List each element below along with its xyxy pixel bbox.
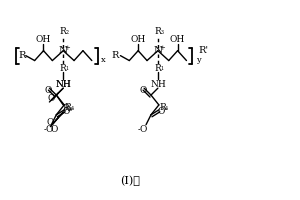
Text: NH: NH bbox=[150, 80, 166, 89]
Text: ₄: ₄ bbox=[70, 104, 74, 112]
Text: NH: NH bbox=[55, 80, 71, 89]
Text: R: R bbox=[65, 103, 71, 112]
Text: OH: OH bbox=[170, 35, 185, 44]
Text: R: R bbox=[18, 51, 26, 60]
Text: R: R bbox=[63, 104, 70, 113]
Text: ₁: ₁ bbox=[160, 64, 163, 72]
Text: OH: OH bbox=[130, 35, 146, 44]
Text: O: O bbox=[51, 125, 58, 134]
Text: ₃: ₃ bbox=[160, 28, 163, 36]
Text: ₄: ₄ bbox=[69, 105, 72, 113]
Text: R: R bbox=[159, 103, 166, 112]
Text: R': R' bbox=[198, 46, 208, 55]
Text: ₂: ₂ bbox=[66, 28, 69, 36]
Text: O: O bbox=[140, 86, 147, 95]
Text: R: R bbox=[112, 51, 119, 60]
Text: +: + bbox=[64, 44, 70, 52]
Text: -O: -O bbox=[138, 125, 148, 134]
Text: O: O bbox=[47, 118, 54, 127]
Text: R: R bbox=[154, 64, 161, 73]
Text: -O: -O bbox=[43, 125, 54, 134]
Text: x: x bbox=[101, 56, 105, 64]
Text: R: R bbox=[60, 27, 67, 36]
Text: O: O bbox=[48, 94, 55, 103]
Text: O: O bbox=[45, 86, 52, 95]
Text: O: O bbox=[62, 107, 70, 116]
Text: (Ⅰ)。: (Ⅰ)。 bbox=[120, 176, 140, 186]
Text: y: y bbox=[196, 56, 201, 64]
Text: O: O bbox=[157, 107, 164, 116]
Text: +: + bbox=[159, 44, 165, 52]
Text: NH: NH bbox=[55, 80, 71, 89]
Text: ₁: ₁ bbox=[66, 64, 69, 72]
Text: N: N bbox=[59, 46, 68, 55]
Text: ₄: ₄ bbox=[165, 104, 168, 112]
Text: OH: OH bbox=[36, 35, 51, 44]
Text: N: N bbox=[153, 46, 163, 55]
Text: R: R bbox=[60, 64, 67, 73]
Text: R: R bbox=[154, 27, 161, 36]
